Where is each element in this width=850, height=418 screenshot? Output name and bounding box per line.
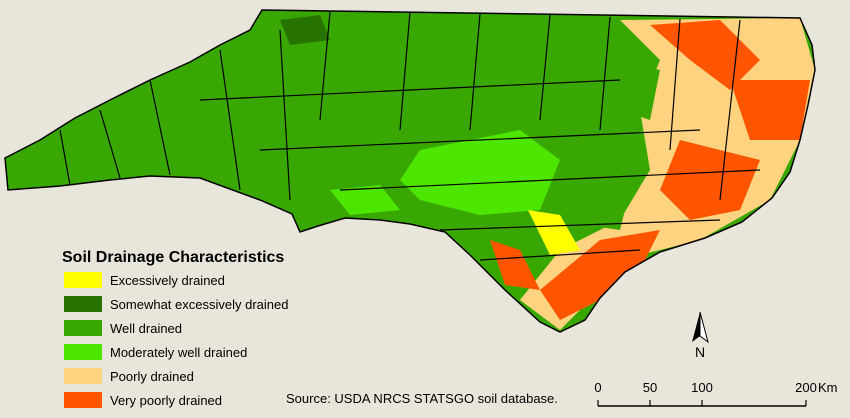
somewhat-excessively-drained-area: [280, 15, 330, 45]
scale-label: 100: [691, 380, 713, 395]
north-label: N: [695, 344, 705, 360]
very-poorly-drained-area: [660, 140, 760, 220]
very-poorly-drained-area: [540, 230, 660, 320]
well-drained-area: [620, 60, 660, 120]
very-poorly-drained-area: [490, 240, 540, 290]
legend: Excessively drained Somewhat excessively …: [64, 272, 288, 408]
excessively-drained-area: [528, 210, 580, 255]
legend-label: Somewhat excessively drained: [110, 297, 288, 312]
scale-bar: 0 50 100 200 Km: [594, 380, 838, 407]
legend-swatch: [64, 320, 102, 336]
legend-label: Well drained: [110, 321, 182, 336]
scale-label: 0: [594, 380, 601, 395]
scale-label: 50: [643, 380, 657, 395]
legend-label: Excessively drained: [110, 273, 225, 288]
scale-label: 200: [795, 380, 817, 395]
legend-swatch: [64, 344, 102, 360]
very-poorly-drained-area: [730, 80, 810, 140]
legend-swatch: [64, 296, 102, 312]
north-arrow-shape: [699, 311, 709, 344]
state-outline: [4, 9, 816, 333]
legend-label: Poorly drained: [110, 369, 194, 384]
north-arrow: N: [692, 311, 709, 360]
moderately-well-drained-area: [400, 130, 560, 215]
well-drained-area: [585, 180, 630, 230]
legend-swatch: [64, 392, 102, 408]
legend-label: Moderately well drained: [110, 345, 247, 360]
legend-label: Very poorly drained: [110, 393, 222, 408]
moderately-well-drained-area: [330, 185, 400, 215]
legend-title: Soil Drainage Characteristics: [62, 249, 284, 266]
north-arrow-shape: [692, 312, 700, 342]
scale-unit: Km: [818, 380, 838, 395]
legend-swatch: [64, 368, 102, 384]
legend-swatch: [64, 272, 102, 288]
very-poorly-drained-area: [650, 20, 760, 90]
source-note: Source: USDA NRCS STATSGO soil database.: [286, 391, 558, 406]
county-lines: [59, 11, 761, 261]
